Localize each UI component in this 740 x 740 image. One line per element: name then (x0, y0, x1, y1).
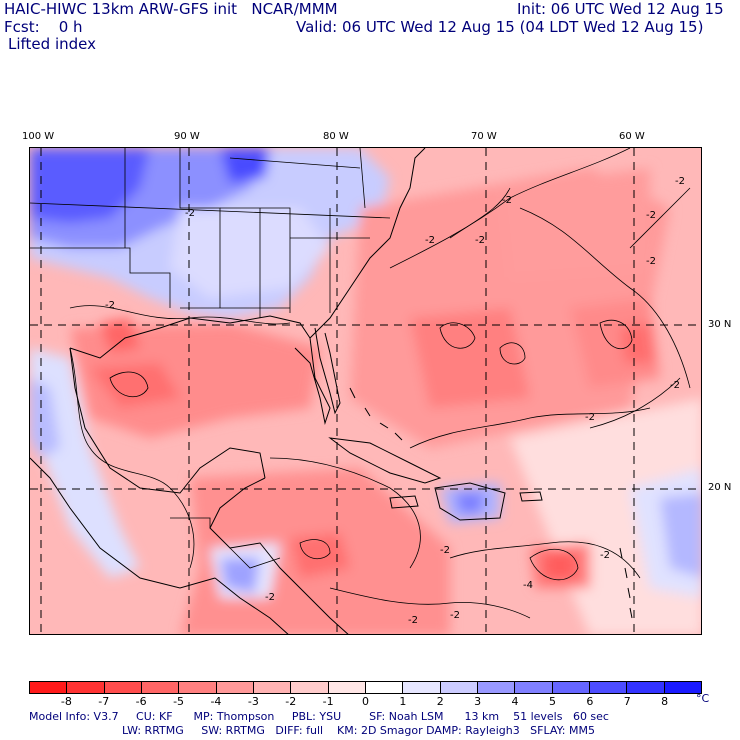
valid-time: Valid: 06 UTC Wed 12 Aug 15 (04 LDT Wed … (296, 18, 704, 36)
colorbar-tick-label: -2 (285, 695, 297, 708)
colorbar-tick-label: -6 (135, 695, 147, 708)
contour-labels: -2 -2 -2 -2 -2 -2 -2 -2 -2 -2 -2 -2 -2 -… (105, 176, 685, 626)
contour-label: -2 (646, 210, 656, 221)
colorbar-swatch (627, 682, 665, 693)
contour-label: -2 (675, 176, 685, 187)
colorbar-swatch (179, 682, 217, 693)
forecast-hour: Fcst: 0 h (4, 18, 83, 36)
colorbar-tick-label: 3 (474, 695, 482, 708)
contour-label: -2 (646, 256, 656, 267)
contour-label: -2 (475, 235, 485, 246)
lat-label-30n: 30 N (708, 319, 732, 330)
contour-label: -2 (185, 208, 195, 219)
colorbar-tick-label: -4 (210, 695, 222, 708)
colorbar-tick-label: -3 (247, 695, 259, 708)
colorbar-tick-label: -8 (60, 695, 72, 708)
colorbar-swatch (403, 682, 441, 693)
colorbar-swatch (589, 682, 628, 693)
colorbar-swatch (30, 682, 68, 693)
contour-label: -2 (585, 412, 595, 423)
model-info-line1: Model Info: V3.7 CU: KF MP: Thompson PBL… (29, 710, 609, 723)
contour-label-strong: -4 (523, 580, 533, 591)
colorbar (29, 681, 702, 694)
colorbar-swatch (515, 682, 553, 693)
colorbar-swatch (477, 682, 516, 693)
map-canvas: -2 -2 -2 -2 -2 -2 -2 -2 -2 -2 -2 -2 -2 -… (30, 148, 701, 634)
lon-label-60w: 60 W (619, 131, 645, 142)
colorbar-swatch (552, 682, 590, 693)
colorbar-swatch (141, 682, 180, 693)
colorbar-tick-label: -1 (322, 695, 334, 708)
colorbar-tick-label: 1 (399, 695, 407, 708)
colorbar-unit: °C (696, 692, 710, 705)
contour-label: -2 (450, 610, 460, 621)
model-title: HAIC-HIWC 13km ARW-GFS init NCAR/MMM (4, 0, 338, 18)
colorbar-swatch (365, 682, 404, 693)
colorbar-tick-label: 0 (362, 695, 369, 708)
colorbar-tick-label: 7 (623, 695, 631, 708)
contour-label: -2 (600, 550, 610, 561)
colorbar-tick-label: -7 (98, 695, 110, 708)
lon-label-100w: 100 W (22, 131, 55, 142)
colorbar-swatch (664, 682, 701, 693)
contour-label: -2 (502, 195, 512, 206)
contour-label: -2 (440, 545, 450, 556)
colorbar-swatch (440, 682, 478, 693)
colorbar-swatch (67, 682, 105, 693)
colorbar-tick-label: -5 (173, 695, 185, 708)
lat-lon-grid (30, 148, 701, 634)
init-time: Init: 06 UTC Wed 12 Aug 15 (517, 0, 724, 18)
colorbar-tick-label: 5 (548, 695, 556, 708)
lon-label-70w: 70 W (471, 131, 497, 142)
colorbar-swatch (104, 682, 142, 693)
model-info-line2: LW: RRTMG SW: RRTMG DIFF: full KM: 2D Sm… (122, 724, 595, 737)
contour-label: -2 (265, 592, 275, 603)
political-borders (30, 148, 391, 569)
contour-label: -2 (425, 235, 435, 246)
lat-label-20n: 20 N (708, 482, 732, 493)
contours (69, 148, 691, 619)
colorbar-swatch (291, 682, 329, 693)
colorbar-swatch (328, 682, 366, 693)
field-label: Lifted index (8, 35, 96, 53)
contour-label: -2 (408, 615, 418, 626)
coastlines (30, 148, 633, 634)
colorbar-tick-label: 6 (586, 695, 594, 708)
lifted-index-map: -2 -2 -2 -2 -2 -2 -2 -2 -2 -2 -2 -2 -2 -… (29, 147, 702, 635)
contour-label: -2 (105, 300, 115, 311)
colorbar-swatch (216, 682, 254, 693)
colorbar-tick-label: 4 (511, 695, 519, 708)
colorbar-tick-label: 2 (436, 695, 444, 708)
colorbar-swatch (253, 682, 292, 693)
colorbar-tick-label: 8 (661, 695, 669, 708)
contour-label: -2 (670, 380, 680, 391)
lon-label-90w: 90 W (174, 131, 200, 142)
lon-label-80w: 80 W (323, 131, 349, 142)
field-shading (30, 148, 701, 634)
